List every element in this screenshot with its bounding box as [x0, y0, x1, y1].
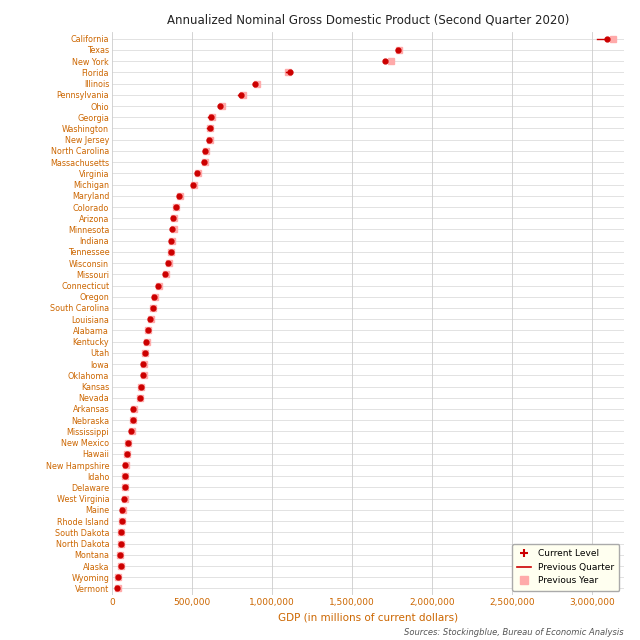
Title: Annualized Nominal Gross Domestic Product (Second Quarter 2020): Annualized Nominal Gross Domestic Produc…	[167, 13, 569, 27]
Text: Sources: Stockingblue, Bureau of Economic Analysis: Sources: Stockingblue, Bureau of Economi…	[404, 628, 624, 637]
X-axis label: GDP (in millions of current dollars): GDP (in millions of current dollars)	[278, 612, 458, 623]
Legend: Current Level, Previous Quarter, Previous Year: Current Level, Previous Quarter, Previou…	[512, 544, 620, 591]
